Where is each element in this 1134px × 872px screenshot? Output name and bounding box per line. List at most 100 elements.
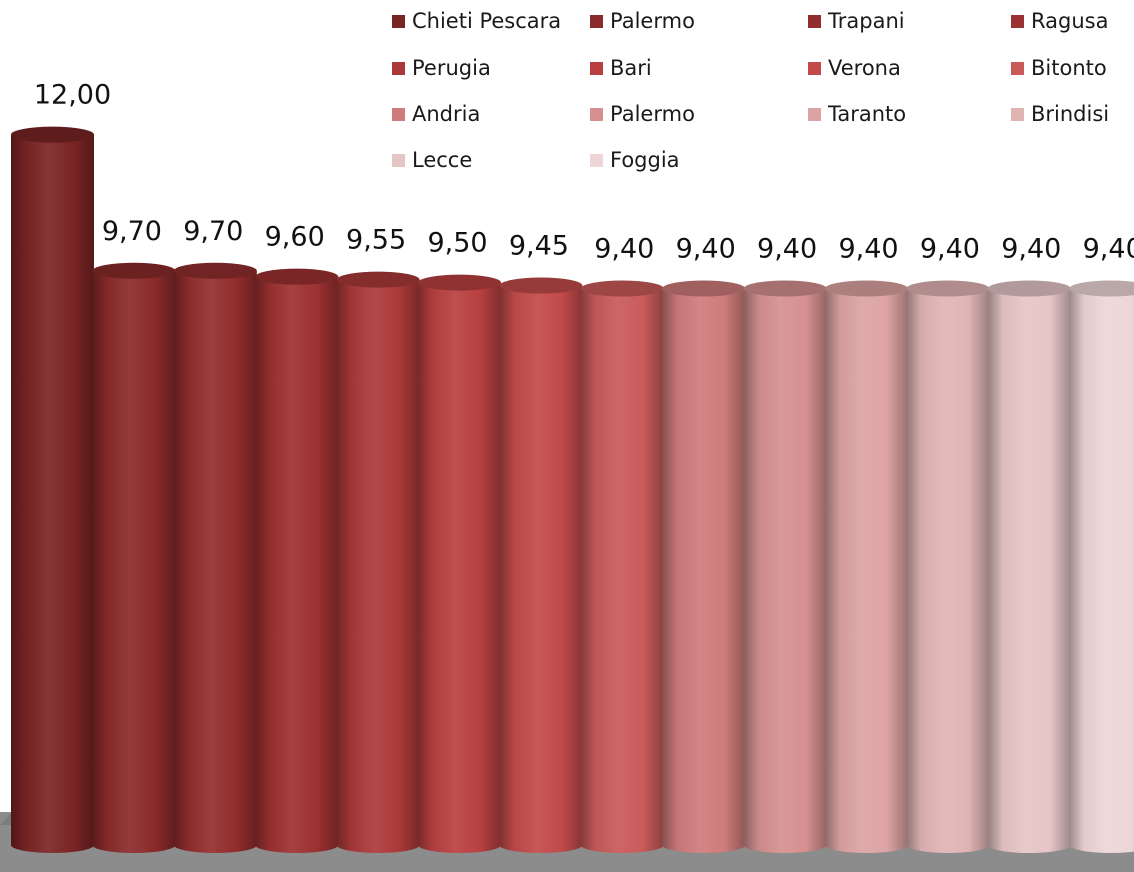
legend-swatch <box>808 107 821 121</box>
data-label: 9,70 <box>102 216 162 247</box>
legend-swatch <box>590 153 603 167</box>
legend-swatch <box>392 153 405 167</box>
legend-label: Palermo <box>610 102 695 126</box>
legend-item: Perugia <box>392 51 491 85</box>
legend-label: Bari <box>610 56 652 80</box>
legend-item: Bitonto <box>1011 51 1107 85</box>
legend-swatch <box>808 14 821 28</box>
legend-swatch <box>1011 14 1024 28</box>
legend-swatch <box>590 107 603 121</box>
bar-1 <box>11 126 94 854</box>
bar-body <box>255 276 339 853</box>
legend-item: Palermo <box>590 97 695 131</box>
legend-swatch <box>392 14 405 28</box>
bar-12 <box>906 280 990 853</box>
legend-label: Trapani <box>828 9 905 33</box>
bar-2 <box>92 262 176 853</box>
legend-item: Lecce <box>392 143 472 177</box>
bar-3 <box>173 262 257 853</box>
bar-body <box>662 288 746 853</box>
legend-item: Taranto <box>808 97 906 131</box>
bar-body <box>336 279 420 853</box>
bar-7 <box>499 277 583 853</box>
legend-label: Brindisi <box>1031 102 1110 126</box>
legend-swatch <box>1011 107 1024 121</box>
bar-11 <box>825 280 908 853</box>
legend-label: Ragusa <box>1031 9 1109 33</box>
data-label: 9,60 <box>265 222 325 253</box>
bar-top <box>662 280 746 297</box>
bar-top <box>906 280 990 297</box>
legend-swatch <box>1011 61 1024 75</box>
legend-label: Foggia <box>610 148 680 172</box>
data-label: 9,40 <box>757 234 817 265</box>
bar-8 <box>580 280 664 853</box>
data-label: 9,40 <box>676 234 736 265</box>
legend-label: Verona <box>828 56 901 80</box>
bar-body <box>1069 288 1134 853</box>
legend-swatch <box>808 61 821 75</box>
data-label: 12,00 <box>34 80 111 111</box>
legend-label: Bitonto <box>1031 56 1107 80</box>
legend-item: Palermo <box>590 4 695 38</box>
bar-top <box>499 277 583 294</box>
bar-top <box>336 271 420 288</box>
bar-top <box>825 280 908 297</box>
bar-body <box>499 285 583 853</box>
legend-item: Bari <box>590 51 652 85</box>
bar-body <box>825 288 908 853</box>
legend-item: Chieti Pescara <box>392 4 561 38</box>
legend-label: Palermo <box>610 9 695 33</box>
legend-item: Trapani <box>808 4 905 38</box>
bar-body <box>987 288 1071 853</box>
bar-top <box>743 280 827 297</box>
data-label: 9,70 <box>183 216 243 247</box>
bar-top <box>92 262 176 279</box>
legend-swatch <box>392 107 405 121</box>
bar-body <box>92 270 176 853</box>
bar-14 <box>1069 280 1134 853</box>
legend-item: Ragusa <box>1011 4 1108 38</box>
data-label: 9,40 <box>1083 234 1134 265</box>
data-label: 9,45 <box>509 231 569 262</box>
bar-top <box>255 268 339 285</box>
legend: Chieti Pescara Palermo Trapani Ragusa Perugi… <box>392 4 1134 194</box>
bar-body <box>173 270 257 853</box>
bar-top <box>987 280 1071 297</box>
bar-10 <box>743 280 827 853</box>
data-label: 9,55 <box>346 225 406 256</box>
bar-body <box>906 288 990 853</box>
legend-item: Andria <box>392 97 480 131</box>
bar-top <box>11 126 94 143</box>
bar-body <box>11 134 94 854</box>
bar-5 <box>336 271 420 853</box>
data-label: 9,40 <box>1001 234 1061 265</box>
data-label: 9,40 <box>838 234 898 265</box>
legend-item: Brindisi <box>1011 97 1109 131</box>
legend-item: Foggia <box>590 143 680 177</box>
bar-top <box>580 280 664 297</box>
bar-body <box>743 288 827 853</box>
legend-item: Verona <box>808 51 901 85</box>
bar-13 <box>987 280 1071 853</box>
bar-6 <box>418 274 501 854</box>
legend-label: Andria <box>412 102 481 126</box>
bar-top <box>1069 280 1134 297</box>
legend-swatch <box>590 14 603 28</box>
legend-swatch <box>590 61 603 75</box>
bar-top <box>418 274 501 291</box>
bar-9 <box>662 280 746 853</box>
data-label: 9,40 <box>594 234 654 265</box>
bar-body <box>580 288 664 853</box>
legend-label: Taranto <box>828 102 907 126</box>
legend-label: Chieti Pescara <box>412 9 562 33</box>
bar-top <box>173 262 257 279</box>
legend-swatch <box>392 61 405 75</box>
bar-body <box>418 282 501 854</box>
legend-label: Perugia <box>412 56 491 80</box>
legend-label: Lecce <box>412 148 473 172</box>
data-label: 9,50 <box>427 228 487 259</box>
bar-4 <box>255 268 339 853</box>
